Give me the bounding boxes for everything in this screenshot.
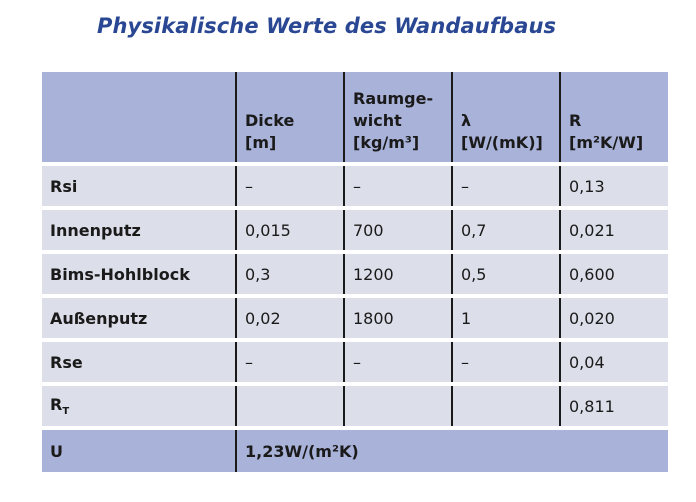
u-value: 1,23W/(m²K) <box>235 430 668 472</box>
cell-lambda: 0,5 <box>451 254 560 294</box>
header-r: R [m²K/W] <box>559 72 668 162</box>
header-r-symbol: R <box>569 111 582 130</box>
header-lambda-unit: [W/(mK)] <box>461 133 543 152</box>
cell-lambda: 0,7 <box>451 210 560 250</box>
cell-lambda <box>451 386 560 426</box>
cell-raumgewicht <box>343 386 452 426</box>
table-row: Rsi – – – 0,13 <box>42 166 668 206</box>
cell-r: 0,600 <box>559 254 668 294</box>
header-r-unit: [m²K/W] <box>569 133 644 152</box>
cell-dicke <box>235 386 344 426</box>
cell-dicke: – <box>235 166 344 206</box>
cell-raumgewicht: – <box>343 342 452 382</box>
cell-lambda: – <box>451 342 560 382</box>
table-row: RT 0,811 <box>42 386 668 426</box>
cell-raumgewicht: 700 <box>343 210 452 250</box>
header-dicke: Dicke [m] <box>235 72 344 162</box>
cell-dicke: 0,3 <box>235 254 344 294</box>
row-label: RT <box>42 386 236 426</box>
cell-raumgewicht: – <box>343 166 452 206</box>
header-raumgewicht-name-2: wicht <box>353 111 402 130</box>
row-label-subscript: T <box>62 406 70 417</box>
cell-raumgewicht: 1800 <box>343 298 452 338</box>
cell-lambda: 1 <box>451 298 560 338</box>
header-raumgewicht: Raumge- wicht [kg/m³] <box>343 72 452 162</box>
table-row: Innenputz 0,015 700 0,7 0,021 <box>42 210 668 250</box>
cell-r: 0,020 <box>559 298 668 338</box>
header-raumgewicht-name-1: Raumge- <box>353 89 434 108</box>
cell-r: 0,021 <box>559 210 668 250</box>
header-dicke-unit: [m] <box>245 133 277 152</box>
row-label: Bims-Hohlblock <box>42 254 236 294</box>
cell-r: 0,04 <box>559 342 668 382</box>
table-row: Außenputz 0,02 1800 1 0,020 <box>42 298 668 338</box>
table-row: Bims-Hohlblock 0,3 1200 0,5 0,600 <box>42 254 668 294</box>
row-label: Rse <box>42 342 236 382</box>
u-value-row: U 1,23W/(m²K) <box>42 430 668 472</box>
header-row: Dicke [m] Raumge- wicht [kg/m³] λ [W/(mK… <box>42 72 668 162</box>
row-label: Innenputz <box>42 210 236 250</box>
cell-lambda: – <box>451 166 560 206</box>
wall-values-table: Dicke [m] Raumge- wicht [kg/m³] λ [W/(mK… <box>42 72 668 472</box>
u-label: U <box>42 430 236 472</box>
row-label-symbol: R <box>50 395 63 414</box>
header-raumgewicht-unit: [kg/m³] <box>353 133 420 152</box>
cell-r: 0,811 <box>559 386 668 426</box>
cell-dicke: 0,02 <box>235 298 344 338</box>
table-title: Physikalische Werte des Wandaufbaus <box>97 14 557 38</box>
cell-dicke: – <box>235 342 344 382</box>
table-row: Rse – – – 0,04 <box>42 342 668 382</box>
header-dicke-name: Dicke <box>245 111 295 130</box>
header-empty <box>42 72 236 162</box>
header-lambda-symbol: λ <box>461 111 472 130</box>
cell-r: 0,13 <box>559 166 668 206</box>
header-lambda: λ [W/(mK)] <box>451 72 560 162</box>
row-label: Außenputz <box>42 298 236 338</box>
row-label: Rsi <box>42 166 236 206</box>
cell-dicke: 0,015 <box>235 210 344 250</box>
cell-raumgewicht: 1200 <box>343 254 452 294</box>
